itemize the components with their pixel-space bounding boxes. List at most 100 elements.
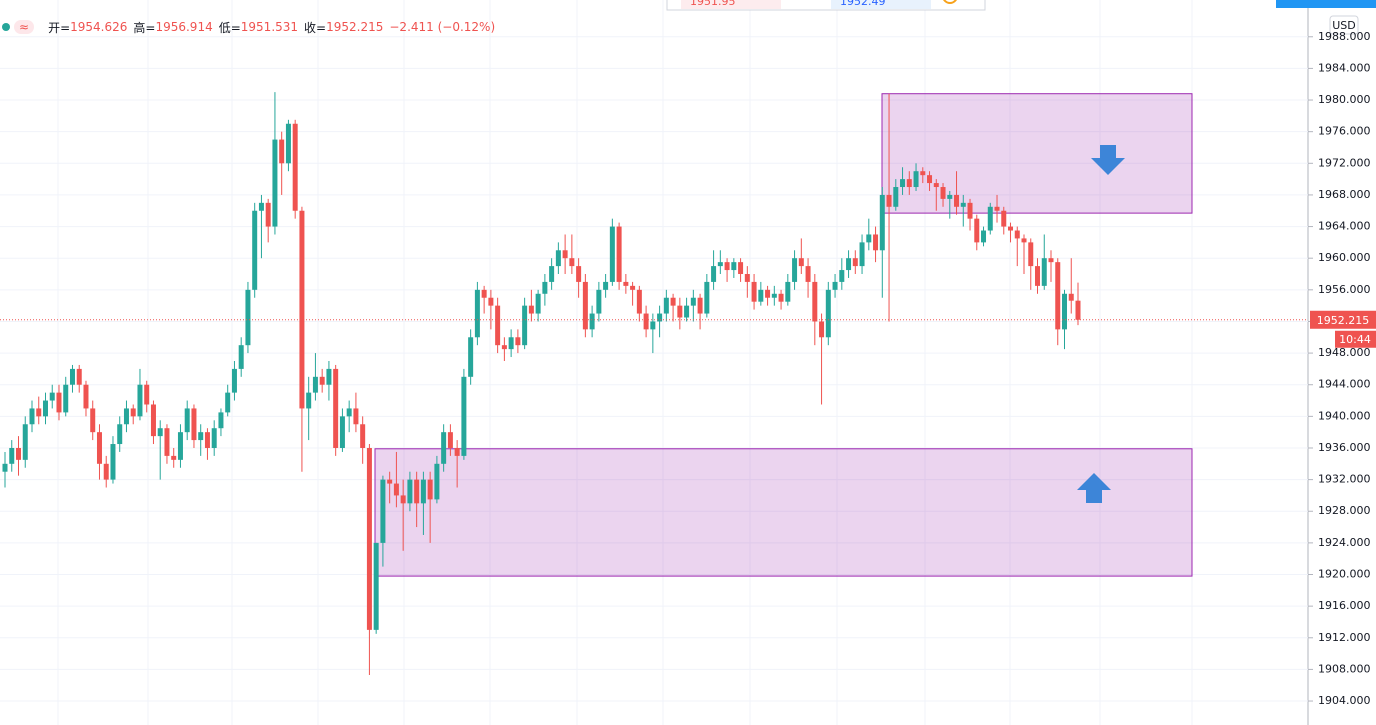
badge: ≈ <box>14 20 35 34</box>
candle-body <box>785 281 791 302</box>
candle-body <box>245 289 251 346</box>
countdown-box <box>1335 330 1376 348</box>
candle-body <box>211 428 217 448</box>
candle-body <box>778 293 784 302</box>
candle-body <box>960 202 966 207</box>
candle-body <box>265 202 271 227</box>
candle-body <box>798 258 804 267</box>
candle-body <box>204 432 210 448</box>
candle-body <box>616 226 622 282</box>
candle-body <box>225 392 231 413</box>
candle-body <box>319 376 325 385</box>
candle-body <box>866 234 872 243</box>
candle-body <box>906 179 912 188</box>
candle-body <box>427 479 433 500</box>
candle-body <box>636 289 642 314</box>
candle-body <box>569 258 575 267</box>
candle-body <box>819 321 825 338</box>
candle-body <box>744 274 750 282</box>
y-tick-label: 1936.000 <box>1318 441 1371 454</box>
currency-box[interactable] <box>1329 15 1359 35</box>
candles <box>0 92 1308 675</box>
candle-body <box>1041 258 1047 286</box>
y-tick-label: 1948.000 <box>1318 346 1371 359</box>
candle-body <box>555 250 561 267</box>
open-label: 开= <box>48 20 71 35</box>
candle-body <box>542 281 548 294</box>
candle-body <box>623 281 629 286</box>
candle-body <box>103 463 109 480</box>
candle-body <box>549 266 555 282</box>
sell-price: 1951.95 <box>690 0 736 8</box>
candle-body <box>846 258 852 271</box>
y-tick-label: 1916.000 <box>1318 599 1371 612</box>
candle-body <box>420 479 426 504</box>
candle-body <box>576 266 582 282</box>
candle-body <box>717 262 723 267</box>
candle-body <box>90 408 96 433</box>
candle-body <box>1001 210 1007 227</box>
candle-body <box>1062 293 1068 330</box>
icon[interactable] <box>943 0 957 4</box>
candle-body <box>927 175 933 184</box>
sell-box[interactable] <box>681 0 781 9</box>
candle-body <box>495 305 501 346</box>
candle-body <box>177 432 183 460</box>
candle-body <box>677 305 683 318</box>
arrow-down <box>1091 145 1125 175</box>
legend-header: ≈ 开= 1954.626 高= 1956.914 低= 1951.531 收= 195… <box>0 18 501 36</box>
candle-body <box>852 258 858 267</box>
candle-body <box>812 281 818 322</box>
candle-body <box>967 202 973 219</box>
buy-price: 1952.49 <box>840 0 886 8</box>
candle-body <box>522 305 528 346</box>
candle-body <box>326 368 332 385</box>
candle-body <box>481 289 487 298</box>
candle-body <box>792 258 798 282</box>
candle-body <box>191 408 197 441</box>
candle-body <box>900 179 906 188</box>
candle-body <box>528 305 534 314</box>
candle-body <box>285 123 291 164</box>
y-tick-label: 1988.000 <box>1318 30 1371 43</box>
top-button[interactable] <box>1276 0 1376 8</box>
candle-body <box>603 281 609 290</box>
candle-body <box>407 479 413 504</box>
y-tick-label: 1912.000 <box>1318 631 1371 644</box>
candle-body <box>400 495 406 504</box>
y-tick-label: 1976.000 <box>1318 125 1371 138</box>
y-tick-label: 1940.000 <box>1318 409 1371 422</box>
y-tick-label: 1924.000 <box>1318 536 1371 549</box>
candle-body <box>387 479 393 484</box>
candle-body <box>893 187 899 207</box>
candle-body <box>9 447 15 464</box>
candle-body <box>913 171 919 188</box>
candle-body <box>366 447 372 630</box>
candle-body <box>987 206 993 231</box>
candle-body <box>117 424 123 445</box>
y-tick-label: 1968.000 <box>1318 188 1371 201</box>
candle-body <box>609 226 615 282</box>
y-tick-label: 1956.000 <box>1318 283 1371 296</box>
candle-body <box>947 194 953 199</box>
candle-body <box>697 297 703 314</box>
candle-body <box>1008 226 1014 231</box>
candle-body <box>1028 242 1034 267</box>
low-label: 低= <box>218 20 241 35</box>
open-value: 1954.626 <box>70 20 128 34</box>
candle-body <box>825 289 831 338</box>
candle-body <box>83 384 89 409</box>
zone <box>374 448 1193 577</box>
y-tick-label: 1904.000 <box>1318 694 1371 707</box>
candle-body <box>596 289 602 314</box>
candle-body <box>474 289 480 338</box>
candle-body <box>373 542 379 630</box>
candle-body <box>306 392 312 409</box>
candle-body <box>252 210 258 290</box>
candle-body <box>346 408 352 417</box>
candle-body <box>198 432 204 441</box>
candle-body <box>886 194 892 207</box>
candle-body <box>144 384 150 405</box>
candle-body <box>312 376 318 393</box>
buy-box[interactable] <box>831 0 931 9</box>
